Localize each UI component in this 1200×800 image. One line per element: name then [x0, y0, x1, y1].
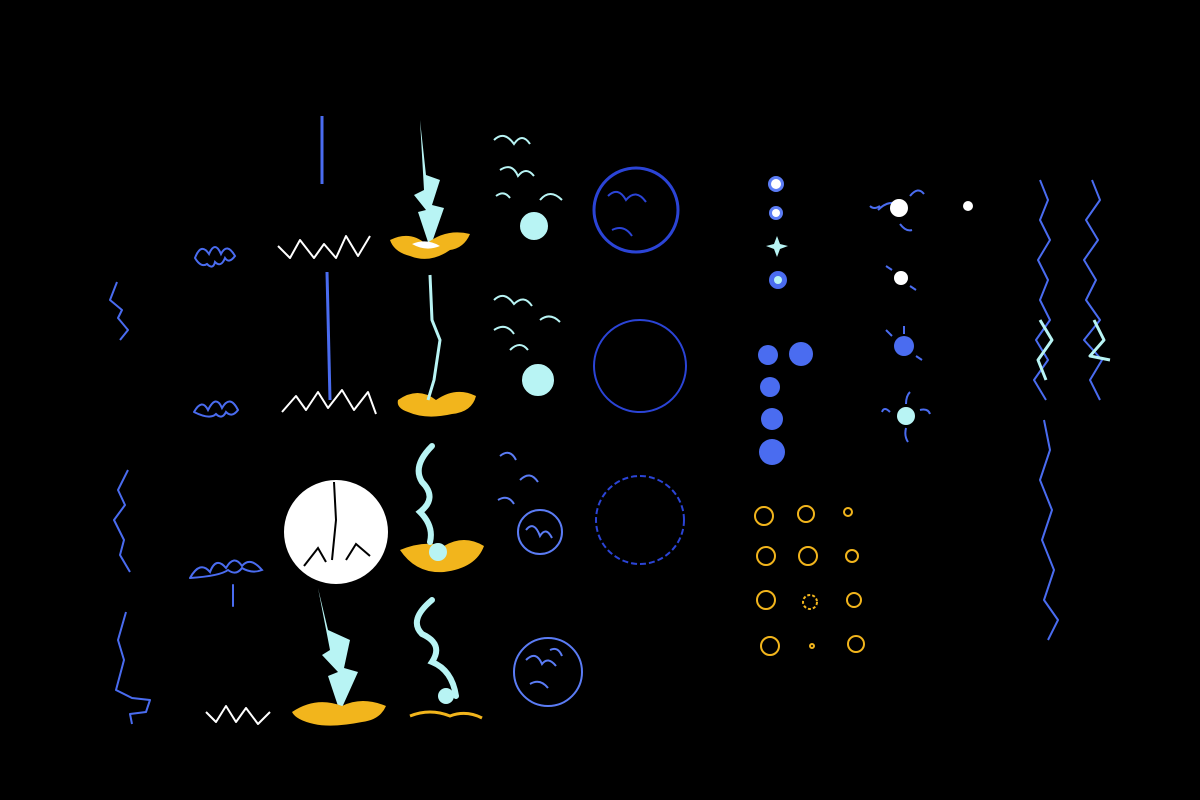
- side-bolt-frames: [109, 281, 151, 725]
- star-spark-1: [768, 176, 784, 192]
- impact-splash-4: [292, 701, 386, 726]
- chain-lightning-1-glow: [1036, 319, 1054, 381]
- star-spark-frames: [766, 176, 788, 289]
- side-bolt-2: [113, 469, 131, 573]
- gold-ring-spark-frames: [754, 505, 865, 656]
- impact-splash-5-bolt: [413, 597, 459, 699]
- gold-ring-spark-row-1: [754, 505, 853, 526]
- ring-3: [595, 475, 685, 565]
- vertical-beam-2: [325, 271, 332, 401]
- blue-bubble-2: [789, 342, 813, 366]
- orb-burst-4: [513, 637, 583, 707]
- spark-squiggle-3: [189, 559, 264, 579]
- charged-orb-5: [881, 391, 931, 443]
- ring-2: [593, 319, 687, 413]
- flash-disc: [284, 480, 388, 584]
- gold-ring-spark-row-4: [760, 635, 865, 656]
- charged-orb-1: [869, 189, 925, 232]
- strike-bolt-2: [318, 588, 358, 712]
- charged-orb-3: [885, 265, 917, 291]
- chain-lightning-frames: [1033, 179, 1111, 641]
- ring-1: [592, 166, 680, 254]
- orb-burst-frames: [493, 134, 583, 707]
- blue-bubble-5: [759, 439, 785, 465]
- blue-bubble-4: [761, 408, 783, 430]
- spark-squiggle-frames: [189, 246, 264, 607]
- side-bolt-3: [115, 611, 151, 725]
- blue-bubble-1: [758, 345, 778, 365]
- chain-lightning-2-glow: [1088, 319, 1111, 362]
- charged-orb-2: [963, 201, 973, 211]
- orb-burst-3: [497, 451, 563, 555]
- ground-zigzag-frames: [205, 235, 377, 725]
- orb-burst-1: [493, 134, 563, 240]
- strike-bolt-1: [414, 120, 444, 248]
- impact-splash-3-orb: [429, 543, 447, 561]
- ground-zigzag-3: [205, 705, 271, 725]
- impact-splash-2-spark: [426, 274, 442, 401]
- white-flash-disc: [284, 480, 388, 584]
- star-spark-4: [769, 271, 787, 289]
- impact-splash-5-orb: [438, 688, 454, 704]
- vertical-beam-frames: [320, 116, 332, 401]
- ring-frames: [592, 166, 687, 565]
- orb-burst-2: [493, 294, 561, 396]
- blue-bubble-3: [760, 377, 780, 397]
- flash-disc-crack-left: [303, 546, 327, 567]
- blue-bubble-frames: [758, 342, 813, 465]
- ground-zigzag-1: [277, 235, 371, 259]
- impact-splash-2: [397, 391, 476, 417]
- flash-disc-crack-right: [345, 542, 371, 561]
- impact-splash-1-core: [412, 241, 440, 249]
- impact-splash-5-ground: [409, 710, 483, 720]
- star-spark-2: [769, 206, 783, 220]
- charged-orb-frames: [869, 189, 973, 443]
- impact-splash-frames: [292, 232, 484, 726]
- ground-zigzag-2: [281, 389, 377, 415]
- star-spark-3: [766, 236, 788, 257]
- spark-squiggle-1: [194, 246, 237, 268]
- flash-disc-crack: [331, 481, 338, 561]
- strike-bolt-frames: [318, 120, 444, 712]
- charged-orb-4: [885, 326, 923, 361]
- chain-lightning-3: [1039, 419, 1059, 641]
- side-bolt-1: [109, 281, 129, 341]
- chain-lightning-2: [1083, 179, 1103, 401]
- gold-ring-spark-row-3: [756, 590, 862, 610]
- gold-ring-spark-row-2: [756, 546, 859, 566]
- spark-squiggle-2: [193, 400, 240, 418]
- ring-1-inner: [607, 190, 647, 237]
- chain-lightning-1: [1033, 179, 1051, 401]
- impact-splash-3-bolt: [415, 443, 435, 545]
